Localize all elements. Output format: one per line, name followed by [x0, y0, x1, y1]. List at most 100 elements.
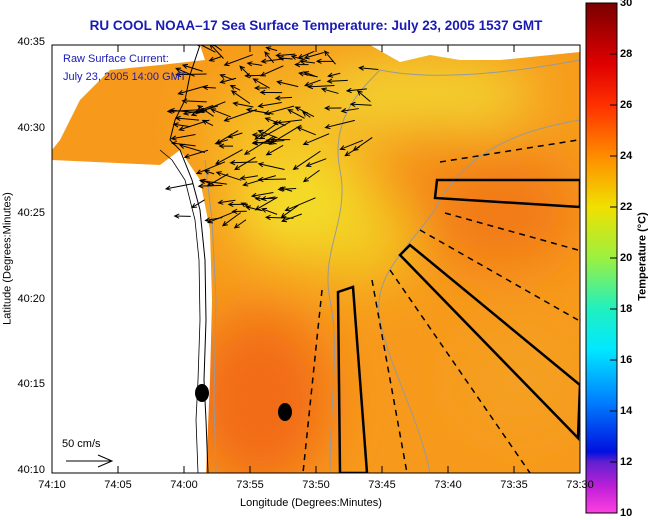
current-vector [320, 87, 339, 94]
current-vector [323, 50, 336, 65]
current-vector [281, 213, 302, 223]
current-vector [275, 52, 296, 58]
y-axis-title: Latitude (Degrees:Minutes) [1, 192, 14, 325]
current-vector [261, 207, 278, 215]
y-tick-label: 40:30 [17, 121, 45, 134]
current-vector [257, 102, 282, 109]
transects [302, 139, 580, 473]
current-vector [257, 129, 278, 139]
y-tick-label: 40:20 [17, 292, 45, 305]
current-vector [233, 219, 247, 229]
current-vector [257, 162, 285, 170]
current-vector [252, 78, 270, 89]
current-vector [244, 205, 263, 212]
current-vector [177, 85, 207, 96]
x-tick-label: 73:30 [566, 479, 594, 491]
current-vector [254, 196, 278, 211]
current-vector [240, 202, 250, 208]
sst-variations [190, 60, 580, 473]
current-vector [226, 132, 243, 139]
current-vector [175, 67, 195, 77]
current-vector [358, 65, 379, 71]
x-tick-label: 74:10 [38, 479, 66, 491]
current-vector [219, 73, 234, 81]
current-vector [172, 122, 191, 128]
current-vector [305, 158, 327, 168]
land-region [52, 150, 212, 473]
current-vector [339, 139, 364, 151]
current-vector [264, 117, 286, 126]
scale-arrow [66, 454, 114, 468]
current-vector [210, 108, 232, 118]
current-vector [197, 183, 223, 189]
current-vector [315, 58, 334, 64]
current-vector [265, 46, 278, 52]
current-vector [215, 171, 242, 181]
current-vector [276, 80, 299, 88]
current-vector [197, 105, 219, 114]
current-vector [263, 105, 295, 116]
current-vector [294, 61, 309, 68]
current-vector [345, 87, 367, 94]
current-vector [245, 107, 274, 115]
current-vector [166, 108, 200, 114]
current-vector [170, 133, 196, 141]
current-vector [215, 130, 239, 145]
colorbar-tick-label: 22 [620, 201, 633, 213]
current-vector [219, 77, 237, 84]
colorbar-tick-label: 30 [620, 0, 633, 9]
current-vector [258, 121, 291, 140]
x-tick-label: 73:35 [500, 479, 528, 491]
current-vector [215, 149, 243, 165]
current-vector [206, 210, 236, 224]
x-tick-label: 73:55 [236, 479, 264, 491]
current-vector [203, 169, 215, 175]
current-vector [253, 85, 267, 91]
colorbar-tick-label: 28 [620, 48, 633, 60]
colorbar-tick-label: 10 [620, 507, 633, 519]
colorbar-tick-label: 18 [620, 303, 633, 315]
current-vector [356, 90, 371, 102]
no-data-region [52, 45, 205, 150]
current-vector [250, 192, 274, 199]
current-vector [265, 144, 284, 156]
current-vector [260, 195, 276, 202]
current-vector [274, 95, 293, 101]
current-vector [264, 214, 294, 221]
current-vector [324, 119, 355, 130]
current-vector [218, 143, 234, 149]
current-vector [175, 71, 207, 78]
x-tick-label: 73:45 [368, 479, 396, 491]
current-vectors [164, 45, 379, 229]
isobath [204, 159, 217, 473]
current-vector [297, 50, 315, 59]
x-tick-label: 74:05 [104, 479, 132, 491]
current-vector [208, 55, 223, 62]
annotation-line1: Raw Surface Current: [63, 53, 169, 65]
current-vector [244, 73, 262, 79]
current-vector [232, 101, 254, 108]
current-vector [174, 115, 200, 122]
coastline-inner [159, 149, 201, 473]
chart-title: RU COOL NOAA–17 Sea Surface Temperature:… [89, 18, 543, 33]
current-vector [178, 119, 210, 132]
current-vector [340, 108, 359, 114]
colorbar-title: Temperature (°C) [636, 212, 649, 301]
x-tick-label: 73:40 [434, 479, 462, 491]
scale-label: 50 cm/s [62, 438, 101, 450]
current-vector [221, 212, 241, 227]
isobath [327, 59, 580, 473]
colorbar-tick-label: 26 [620, 99, 633, 111]
current-vector [183, 149, 209, 159]
current-vector [230, 90, 251, 104]
current-vector [307, 84, 335, 90]
current-vector [349, 101, 372, 108]
colorbar-tick-label: 16 [620, 354, 633, 366]
current-vector [233, 156, 256, 171]
current-vector [296, 126, 316, 136]
station-marker [278, 403, 292, 421]
current-vector [198, 178, 227, 185]
x-tick-label: 73:50 [302, 479, 330, 491]
y-tick-label: 40:25 [17, 207, 45, 220]
